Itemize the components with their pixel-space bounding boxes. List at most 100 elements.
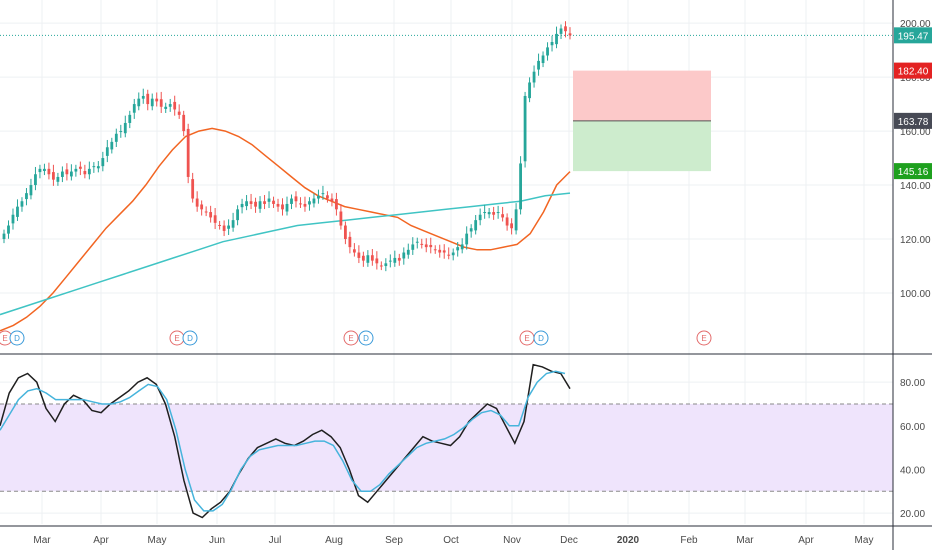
event-circle (182, 330, 198, 346)
earnings-event-marker[interactable]: E (519, 330, 535, 346)
stop-zone (573, 70, 711, 121)
candle-body (375, 258, 379, 264)
y-tick-label: 160.00 (900, 127, 931, 138)
dividend-event-marker[interactable]: D (533, 330, 549, 346)
candle-body (227, 225, 231, 229)
candle-body (361, 255, 365, 261)
candle-body (352, 249, 356, 253)
rsi-y-tick-label: 20.00 (900, 509, 925, 520)
dividend-event-marker[interactable]: D (9, 330, 25, 346)
candle-body (105, 147, 109, 156)
candle-body (312, 198, 316, 204)
candle-body (52, 172, 55, 180)
candle-body (501, 214, 505, 218)
earnings-event-marker[interactable]: E (343, 330, 359, 346)
event-label: E (2, 334, 7, 343)
candle-body (514, 209, 518, 231)
x-tick-label: Apr (93, 535, 109, 546)
rsi-lines (0, 363, 571, 519)
candle-body (101, 158, 105, 167)
candle-body (388, 260, 392, 262)
entry-price-tag: 163.78 (898, 117, 929, 128)
stop-price-tag: 182.40 (898, 67, 929, 78)
x-tick-label: Oct (443, 535, 459, 546)
candle-body (384, 263, 388, 267)
position-zones (0, 34, 893, 172)
candle-body (393, 257, 397, 263)
event-circle (533, 330, 549, 346)
candle-body (415, 241, 419, 243)
candle-body (411, 244, 415, 250)
candle-body (272, 200, 275, 204)
candle-body (110, 141, 114, 150)
candle-body (339, 211, 343, 226)
y-tick-label: 140.00 (900, 181, 931, 192)
candle-body (200, 204, 204, 210)
event-label: E (174, 334, 179, 343)
candle-body (186, 128, 190, 177)
candle-body (532, 71, 536, 83)
candle-body (447, 254, 451, 256)
candle-body (155, 98, 159, 102)
rsi-signal-line (0, 370, 566, 512)
candle-body (492, 212, 496, 215)
candle-body (182, 114, 186, 132)
y-tick-label: 100.00 (900, 289, 931, 300)
candle-body (25, 193, 28, 200)
candle-body (317, 195, 320, 199)
candle-body (290, 198, 293, 204)
candle-body (281, 204, 284, 210)
candle-body (137, 98, 141, 107)
candle-body (564, 26, 567, 32)
earnings-event-marker[interactable]: E (696, 330, 712, 346)
earnings-event-marker[interactable]: E (169, 330, 185, 346)
candle-body (195, 198, 199, 207)
candle-body (438, 249, 442, 253)
candle-body (38, 168, 42, 173)
candle-body (330, 198, 334, 202)
candle-body (456, 247, 460, 251)
dividend-event-marker[interactable]: D (182, 330, 198, 346)
x-tick-label: Feb (680, 535, 698, 546)
candle-body (326, 195, 329, 199)
stop-price-tag-bg (894, 62, 932, 79)
candle-body (276, 203, 280, 207)
rsi-band (0, 403, 893, 492)
ma-fast-line (0, 127, 571, 332)
candle-body (213, 215, 217, 223)
candle-body (379, 265, 383, 267)
candle-body (285, 203, 289, 212)
candle-body (173, 101, 177, 110)
candle-body (335, 199, 338, 210)
candle-body (254, 201, 257, 207)
candle-body (541, 55, 545, 64)
y-tick-label: 200.00 (900, 19, 931, 30)
x-tick-label: Mar (736, 535, 754, 546)
candle-body (294, 196, 298, 202)
candle-body (96, 166, 100, 169)
event-label: D (538, 334, 544, 343)
candle-body (245, 201, 248, 207)
candle-body (74, 168, 78, 172)
candle-body (146, 93, 150, 105)
candle-body (343, 225, 347, 240)
event-circle (9, 330, 25, 346)
candle-body (366, 255, 370, 263)
candle-body (469, 228, 473, 232)
candle-body (114, 133, 118, 142)
candle-body (487, 212, 491, 215)
candle-body (20, 201, 24, 207)
candle-body (510, 223, 514, 229)
x-tick-label: Mar (33, 535, 51, 546)
candle-body (132, 104, 136, 113)
candle-body (92, 166, 96, 168)
candle-body (397, 257, 401, 261)
dividend-event-marker[interactable]: D (358, 330, 374, 346)
candle-body (191, 179, 195, 199)
candle-body (519, 163, 522, 210)
candle-body (546, 47, 549, 56)
candle-body (56, 176, 60, 182)
candle-body (34, 174, 37, 186)
